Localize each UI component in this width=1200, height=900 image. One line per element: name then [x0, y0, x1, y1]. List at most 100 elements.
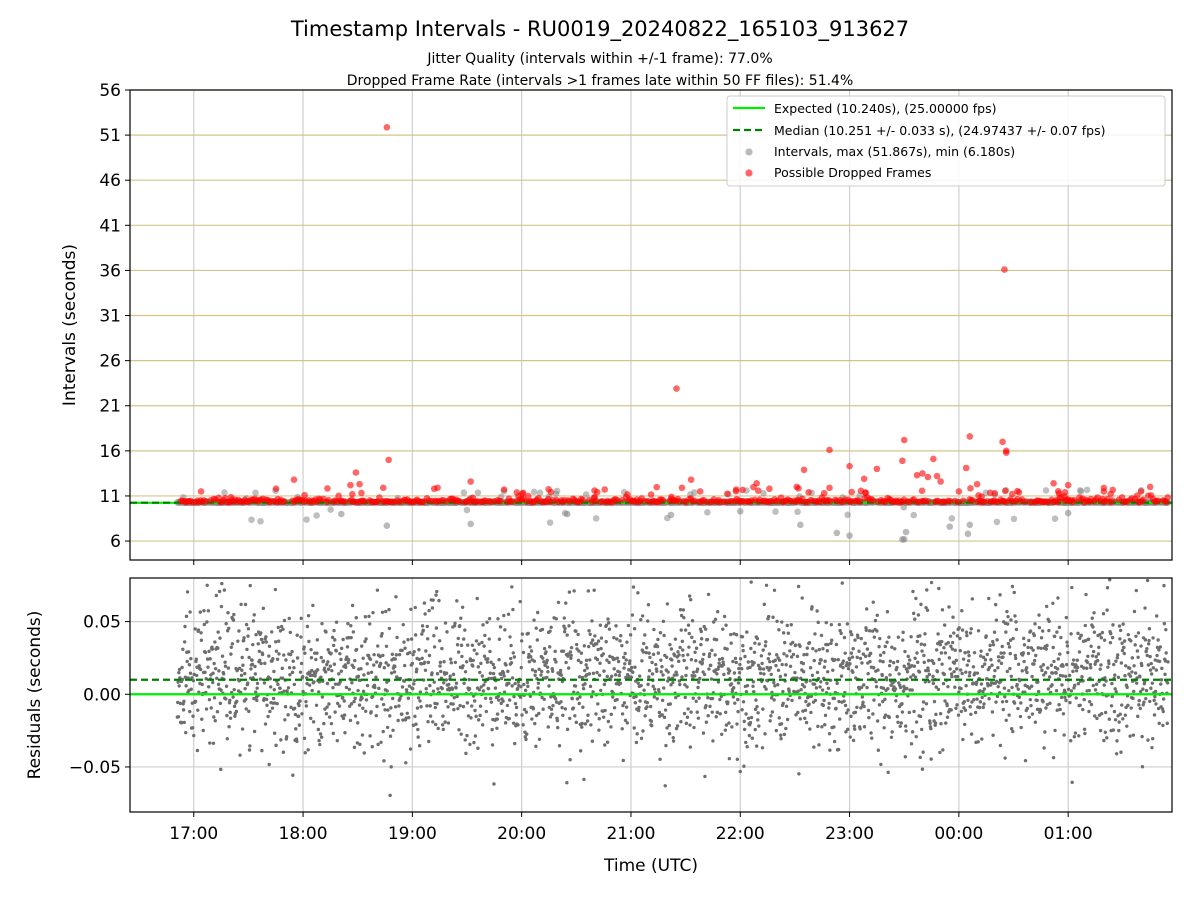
residual-point [791, 652, 796, 657]
interval-point [1042, 487, 1050, 494]
residual-point [1089, 666, 1093, 670]
residual-point [1156, 706, 1161, 711]
residual-point [523, 735, 528, 739]
residual-point [389, 671, 394, 675]
residual-point [881, 686, 886, 690]
interval-point [463, 506, 471, 514]
residual-point [646, 682, 650, 687]
residual-point [690, 635, 694, 640]
residual-point [1120, 703, 1124, 707]
dropped-frame-point [1137, 488, 1145, 495]
residual-point [246, 627, 251, 631]
residual-point [638, 674, 642, 678]
residual-point [446, 721, 451, 725]
dropped-frame-point [1061, 492, 1068, 500]
residual-point [864, 626, 868, 630]
residual-point [761, 707, 765, 711]
residual-point [438, 660, 443, 665]
dropped-frame-point [1001, 487, 1009, 495]
residual-point [508, 635, 512, 639]
residual-point [697, 680, 701, 684]
residual-point [272, 688, 276, 692]
residual-point [682, 615, 686, 620]
residual-point [609, 725, 613, 729]
residual-point [583, 722, 588, 726]
residual-point [324, 712, 329, 716]
residual-point [1109, 631, 1113, 636]
residual-point [671, 735, 675, 740]
residual-point [607, 621, 611, 625]
residual-point [585, 719, 590, 723]
residual-point [798, 717, 803, 721]
residual-point [968, 705, 972, 709]
residual-point [219, 688, 223, 692]
chart-title: Timestamp Intervals - RU0019_20240822_16… [290, 17, 909, 42]
residual-point [542, 697, 546, 701]
residual-point [1047, 675, 1052, 679]
residual-point [738, 769, 742, 774]
residual-point [1092, 630, 1097, 634]
residual-point [325, 681, 330, 686]
residual-point [1017, 695, 1022, 700]
residual-point [501, 671, 506, 675]
residual-point [741, 648, 745, 653]
residual-point [248, 744, 252, 748]
residual-point [730, 725, 734, 729]
residual-point [1122, 639, 1127, 643]
residual-point [710, 648, 714, 652]
residual-point [774, 663, 778, 668]
residual-point [1070, 585, 1074, 590]
residual-point [754, 698, 758, 702]
residual-point [1008, 666, 1012, 671]
residual-point [477, 642, 481, 646]
residual-point [1095, 658, 1100, 663]
residual-point [550, 712, 554, 716]
interval-point [252, 489, 259, 497]
residual-point [686, 707, 690, 711]
residual-point [1066, 650, 1070, 655]
residual-point [1140, 663, 1144, 668]
residual-point [475, 596, 479, 601]
residual-point [1154, 702, 1158, 706]
residual-point [240, 668, 244, 672]
dropped-frame-point [820, 489, 828, 497]
residual-point [628, 633, 633, 637]
residual-reference-lines [130, 678, 1172, 696]
residual-point [1153, 694, 1157, 699]
residual-point [288, 673, 292, 677]
residual-point [670, 664, 674, 668]
residual-point [369, 710, 373, 714]
residual-point [1059, 695, 1064, 700]
residual-point [577, 649, 581, 653]
residual-point [996, 666, 1000, 670]
residual-point [467, 686, 472, 691]
residual-point [777, 658, 782, 662]
residual-point [813, 632, 817, 636]
residual-point [582, 644, 587, 648]
residual-point [1064, 615, 1069, 620]
residual-point [197, 664, 201, 668]
residual-point [226, 666, 231, 670]
residual-point [796, 710, 800, 715]
residual-point [591, 638, 595, 642]
residual-point [306, 748, 310, 752]
residual-point [940, 662, 944, 666]
residual-point [720, 656, 725, 661]
residual-point [744, 740, 748, 745]
residual-point [928, 721, 932, 725]
residual-point [784, 726, 788, 731]
residual-point [761, 648, 765, 652]
residual-point [427, 653, 432, 658]
residual-point [526, 684, 530, 689]
residual-point [295, 739, 299, 744]
residual-point [762, 672, 766, 676]
residual-point [804, 680, 808, 684]
residual-point [918, 714, 923, 719]
residual-point [470, 643, 475, 648]
residual-point [898, 724, 902, 728]
residual-point [381, 729, 385, 734]
residual-point [979, 654, 983, 658]
residual-point [341, 716, 346, 721]
residual-point [368, 657, 373, 661]
residual-point [699, 629, 703, 634]
